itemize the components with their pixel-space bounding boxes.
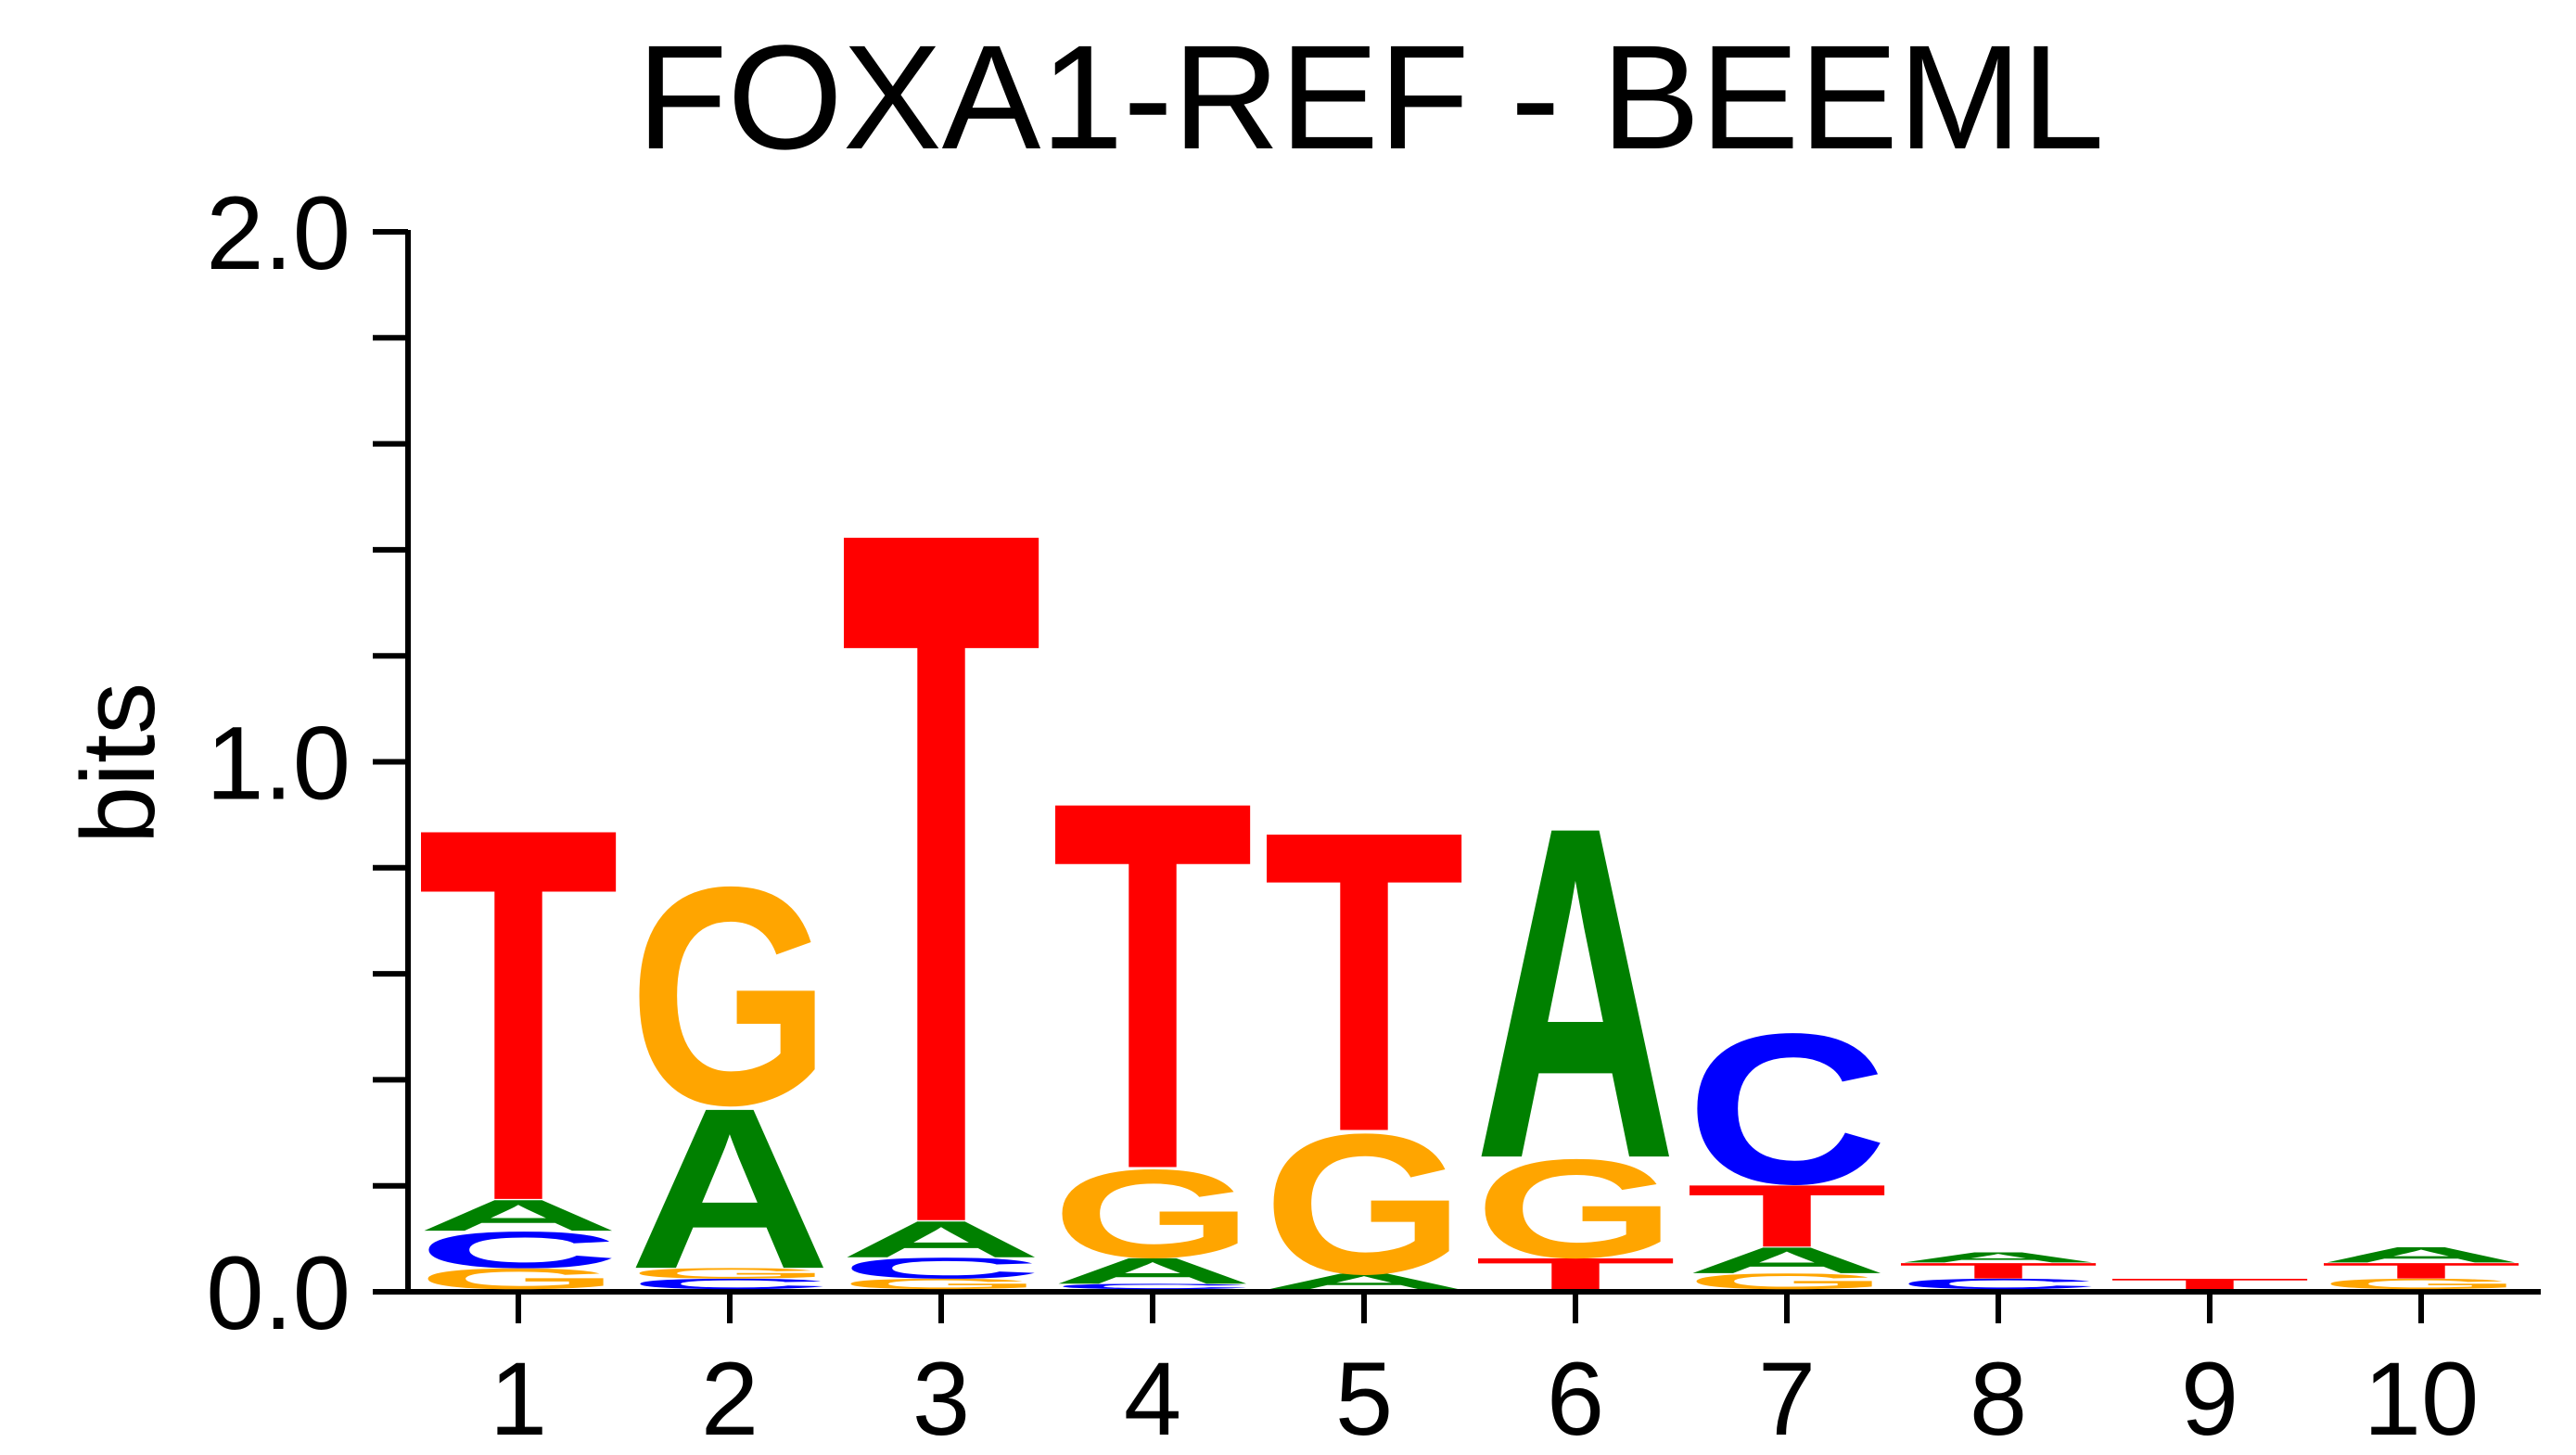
letter-G: G	[2320, 1276, 2522, 1293]
letter-T: T	[1897, 1258, 2099, 1283]
letter-G: G	[629, 1265, 831, 1282]
letter-G: G	[1474, 1130, 1677, 1287]
position-stack-6: TGA	[1474, 727, 1677, 1298]
letter-C: C	[1686, 989, 1888, 1229]
position-stack-8: CTA	[1897, 1249, 2099, 1292]
letter-A: A	[2320, 1243, 2522, 1268]
letter-A: A	[629, 1061, 831, 1317]
letter-T: T	[840, 322, 1042, 1430]
x-tick-label: 5	[1335, 1341, 1393, 1455]
y-tick-label: 1.0	[206, 706, 351, 822]
position-stack-5: AGT	[1263, 742, 1465, 1316]
x-tick-label: 9	[2181, 1341, 2238, 1455]
letter-G: G	[629, 823, 831, 1169]
letter-T: T	[1052, 692, 1254, 1279]
x-tick-label: 4	[1124, 1341, 1181, 1455]
letter-T: T	[1263, 742, 1465, 1221]
letter-C: C	[629, 1276, 831, 1293]
letter-G: G	[840, 1276, 1042, 1293]
x-tick-label: 3	[912, 1341, 970, 1455]
x-tick-label: 2	[701, 1341, 759, 1455]
letter-A: A	[840, 1210, 1042, 1269]
y-axis: 0.0 1.0 2.0	[206, 175, 411, 1351]
letter-A: A	[417, 1191, 619, 1241]
letter-A: A	[1263, 1269, 1465, 1294]
letter-C: C	[1897, 1276, 2099, 1293]
y-tick-label: 0.0	[206, 1235, 351, 1351]
x-tick-label: 7	[1758, 1341, 1816, 1455]
x-tick-label: 1	[490, 1341, 547, 1455]
x-tick-label: 8	[1970, 1341, 2027, 1455]
letter-A: A	[1686, 1240, 1888, 1282]
letter-T: T	[2109, 1276, 2311, 1293]
letter-C: C	[840, 1252, 1042, 1285]
chart-title: FOXA1-REF - BEEML	[637, 14, 2105, 180]
y-axis-label: bits	[60, 683, 176, 844]
letter-C: C	[1052, 1283, 1254, 1291]
letter-T: T	[417, 718, 619, 1313]
y-tick-label: 2.0	[206, 175, 351, 291]
letter-T: T	[1474, 1249, 1677, 1298]
letter-A: A	[1052, 1250, 1254, 1292]
x-tick-label: 10	[2364, 1341, 2480, 1455]
letter-A: A	[1897, 1249, 2099, 1266]
x-tick-label: 6	[1547, 1341, 1604, 1455]
letter-G: G	[1686, 1269, 1888, 1294]
letter-G: G	[417, 1262, 619, 1295]
letter-G: G	[1263, 1092, 1465, 1316]
position-stack-9: T	[2109, 1276, 2311, 1293]
letter-T: T	[2320, 1258, 2522, 1283]
letter-A: A	[1474, 727, 1677, 1257]
position-stack-10: GTA	[2320, 1243, 2522, 1293]
x-axis: 1 2 3 4 5 6 7 8 9 10	[405, 1289, 2541, 1455]
letter-C: C	[417, 1221, 619, 1280]
letter-G: G	[1052, 1143, 1254, 1284]
letter-T: T	[1686, 1167, 1888, 1266]
